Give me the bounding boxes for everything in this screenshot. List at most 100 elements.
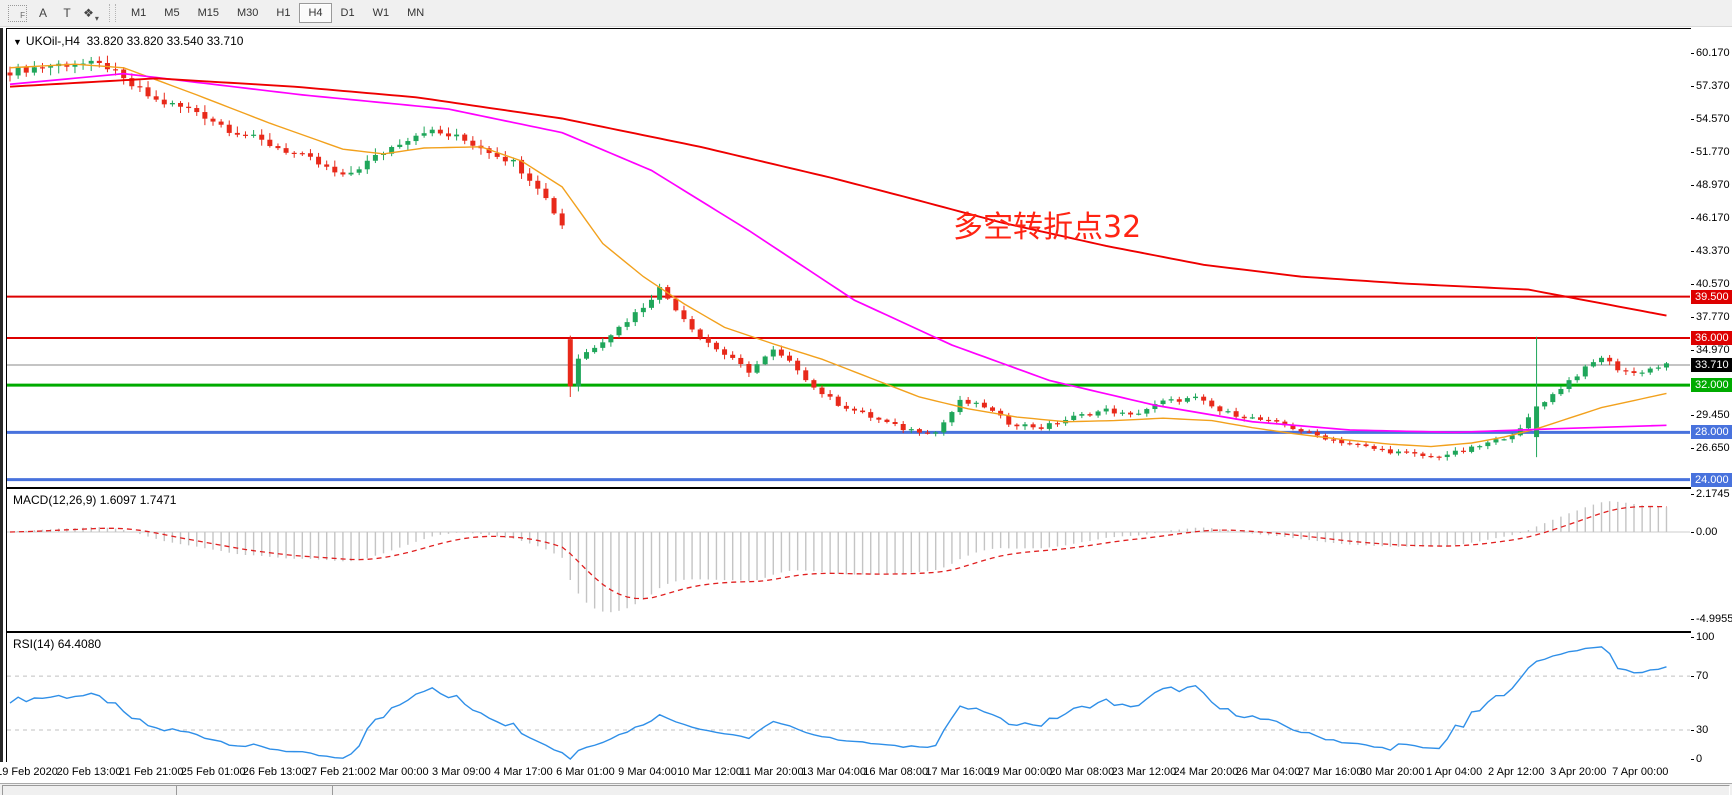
- candle-body: [1184, 398, 1190, 402]
- candle-body: [770, 349, 776, 357]
- toolbar: F A T ❖ ▾ M1 M5 M15 M30 H1 H4 D1 W1 MN: [0, 0, 1732, 27]
- window-left-border: [0, 28, 3, 783]
- rsi-panel[interactable]: RSI(14) 64.4080: [6, 632, 1693, 765]
- candle-body: [860, 410, 866, 413]
- rsi-canvas[interactable]: [7, 633, 1690, 762]
- candle-body: [1274, 420, 1280, 422]
- annotation-text[interactable]: 多空转折点32: [953, 210, 1142, 245]
- ma-fast-line[interactable]: [9, 63, 1667, 448]
- time-label: 20 Feb 13:00: [56, 766, 122, 778]
- collapse-chart-icon[interactable]: ▼: [13, 37, 22, 47]
- candle-body: [1339, 439, 1345, 444]
- ma-mid-line[interactable]: [9, 72, 1667, 434]
- candle-body: [113, 69, 119, 71]
- candle-body: [519, 159, 525, 174]
- timeframe-button-d1[interactable]: D1: [340, 7, 355, 19]
- candle-body: [787, 355, 793, 361]
- candle-body: [267, 139, 273, 147]
- candle-body: [949, 412, 955, 423]
- price-scale[interactable]: 60.170 57.370 54.570 51.770 48.970 46.170 43.3…: [1691, 28, 1732, 765]
- candle-body: [1079, 414, 1085, 416]
- candle-body: [178, 102, 184, 107]
- price-tick: 40.570: [1691, 278, 1732, 290]
- candle-body: [324, 164, 330, 167]
- shapes-tool-icon[interactable]: ❖ ▾: [83, 6, 99, 23]
- time-label: 27 Feb 21:00: [304, 766, 370, 778]
- candle-body: [72, 64, 78, 67]
- candle-body: [1314, 431, 1320, 436]
- candle-body: [1428, 455, 1434, 458]
- timeframe-button-h4[interactable]: H4: [299, 3, 332, 23]
- time-scale[interactable]: 19 Feb 2020 20 Feb 13:00 21 Feb 21:00 25 Fe…: [0, 762, 1732, 783]
- candle-body: [494, 153, 500, 157]
- time-label: 1 Apr 04:00: [1426, 766, 1483, 778]
- candle-body: [1371, 446, 1377, 449]
- candle-body: [153, 96, 159, 100]
- candle-body: [23, 66, 29, 73]
- price-badge-39.500: 39.500: [1691, 289, 1732, 304]
- candle-body: [1623, 370, 1629, 372]
- candle-body: [429, 129, 435, 134]
- macd-scale-tick: 0.00: [1691, 526, 1732, 538]
- candle-body: [1485, 442, 1491, 447]
- candle-body: [1331, 439, 1337, 441]
- candle-body: [1460, 450, 1466, 452]
- timeframe-button-m5[interactable]: M5: [164, 7, 180, 19]
- candle-body: [1493, 439, 1499, 443]
- time-label: 27 Mar 16:00: [1297, 766, 1363, 778]
- timeframe-button-mn[interactable]: MN: [407, 7, 425, 19]
- ma-slow-line[interactable]: [9, 77, 1667, 317]
- candle-body: [470, 140, 476, 146]
- toolbar-tools: F A T ❖ ▾: [0, 3, 103, 23]
- grid-snap-tool-sub-glyph: F: [20, 10, 25, 20]
- font-tool-icon[interactable]: A: [38, 6, 47, 20]
- candle-body: [762, 356, 768, 365]
- price-chart-canvas[interactable]: [7, 29, 1690, 485]
- timeframe-button-m1[interactable]: M1: [131, 7, 147, 19]
- candle-body: [1363, 444, 1369, 447]
- candle-body: [990, 407, 996, 411]
- rsi-indicator-name: RSI(14): [13, 637, 55, 651]
- candle-body: [1347, 443, 1353, 445]
- candle-body: [1054, 423, 1060, 425]
- time-label: 2 Apr 12:00: [1488, 766, 1545, 778]
- grid-snap-tool-icon[interactable]: F: [8, 4, 27, 22]
- candle-body: [186, 106, 192, 109]
- timeframe-buttons: M1 M5 M15 M30 H1 H4 D1 W1 MN: [122, 3, 433, 23]
- time-label: 7 Apr 00:00: [1612, 766, 1669, 778]
- candle-body: [1152, 404, 1158, 410]
- candle-body: [1599, 357, 1605, 363]
- time-label: 19 Mar 00:00: [987, 766, 1053, 778]
- macd-panel[interactable]: MACD(12,26,9) 1.6097 1.7471: [6, 488, 1693, 632]
- candle-body: [1452, 450, 1458, 455]
- candle-body: [242, 134, 248, 136]
- shapes-tool-sub-glyph: ▾: [94, 14, 99, 23]
- timeframe-button-m30[interactable]: M30: [236, 7, 259, 19]
- price-badge-28.000: 28.000: [1691, 425, 1732, 440]
- macd-canvas[interactable]: [7, 489, 1690, 629]
- candle-body: [332, 166, 338, 173]
- candle-body: [722, 349, 728, 355]
- candle-body: [88, 60, 94, 64]
- price-tick: 29.450: [1691, 409, 1732, 421]
- text-label-tool-icon[interactable]: T: [63, 6, 71, 20]
- timeframe-button-h1[interactable]: H1: [276, 7, 291, 19]
- price-badge-33.710: 33.710: [1691, 358, 1732, 372]
- candle-body: [998, 410, 1004, 416]
- candle-body: [681, 310, 687, 320]
- candle-body: [1209, 400, 1215, 407]
- candle-body: [730, 354, 736, 358]
- candle-body: [291, 152, 297, 154]
- candle-body: [1128, 412, 1134, 415]
- candle-body: [1168, 399, 1174, 401]
- candle-body: [584, 352, 590, 359]
- price-badge-24.000: 24.000: [1691, 472, 1732, 487]
- time-label: 30 Mar 20:00: [1359, 766, 1425, 778]
- timeframe-button-w1[interactable]: W1: [372, 7, 390, 19]
- candle-body: [445, 133, 451, 137]
- main-chart-panel[interactable]: ▼ UKOil-,H4 33.820 33.820 33.540 33.710 多…: [6, 28, 1693, 488]
- price-tick: 51.770: [1691, 146, 1732, 158]
- timeframe-button-m15[interactable]: M15: [197, 7, 219, 19]
- candle-body: [1217, 406, 1223, 412]
- candle-body: [1266, 419, 1272, 422]
